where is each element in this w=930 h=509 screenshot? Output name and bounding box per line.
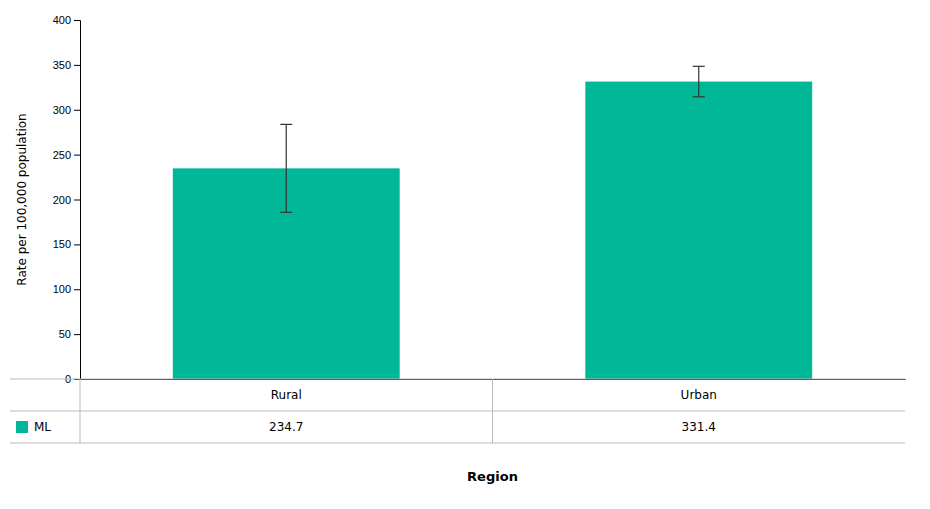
y-tick-label: 350 [53,59,71,71]
error-bar-cap [693,96,705,97]
table-rule [10,379,905,380]
y-tick-mark [74,289,80,290]
bar [585,82,812,379]
y-tick-mark [74,244,80,245]
error-bar-cap [280,124,292,125]
y-axis: 050100150200250300350400 [53,14,81,385]
table-value: 331.4 [682,420,716,434]
y-tick: 150 [53,238,80,250]
table-rule [80,379,81,443]
y-tick-mark [74,200,80,201]
chart: 050100150200250300350400RuralUrbanML234.… [0,0,930,509]
y-tick: 300 [53,104,80,116]
table-header: Rural [271,388,302,402]
table-rule [10,443,905,444]
y-tick-mark [74,334,80,335]
legend-swatch [16,421,28,433]
y-tick-mark [74,155,80,156]
error-bar-cap [280,212,292,213]
y-tick-mark [74,65,80,66]
y-tick-label: 100 [53,283,71,295]
y-tick-mark [74,20,80,21]
y-tick: 400 [53,14,80,26]
y-tick-label: 50 [59,328,71,340]
y-tick: 250 [53,149,80,161]
y-tick-label: 400 [53,14,71,26]
y-tick-label: 300 [53,104,71,116]
y-tick-label: 150 [53,238,71,250]
table-value: 234.7 [269,420,303,434]
table-rule [492,379,493,443]
error-bar [693,66,705,97]
y-tick: 100 [53,283,80,295]
y-axis-title: Rate per 100,000 population [15,113,29,285]
data-table: Rural Urban ML 234.7 331.4 [10,379,905,443]
y-tick: 50 [59,328,80,340]
error-bar-stem [698,66,699,97]
x-axis-title: Region [467,469,518,484]
table-row-label: ML [34,420,51,434]
table-rule [10,411,905,412]
error-bar-cap [693,66,705,67]
y-tick-mark [74,110,80,111]
error-bar [280,124,292,212]
plot: 050100150200250300350400RuralUrbanML234.… [10,14,906,443]
error-bar-stem [286,124,287,212]
y-tick-label: 250 [53,149,71,161]
y-tick: 350 [53,59,80,71]
y-tick: 200 [53,194,80,206]
y-tick-label: 200 [53,194,71,206]
marks [173,66,812,379]
y-axis-line [74,21,81,380]
table-header: Urban [681,388,717,402]
